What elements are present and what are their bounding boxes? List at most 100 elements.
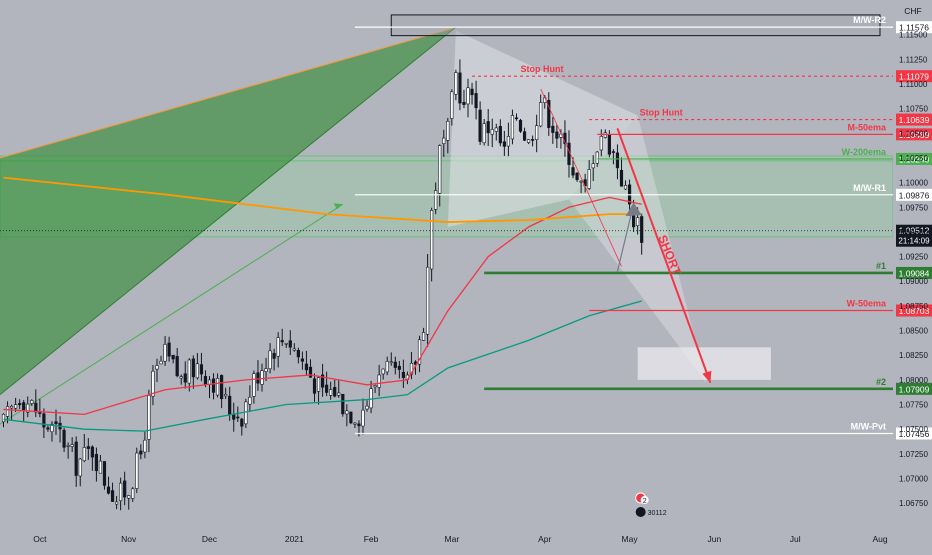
level-label-m-w-r1: M/W-R1 <box>853 183 886 193</box>
level-label-m-w-r2: M/W-R2 <box>853 15 886 25</box>
candle-body <box>611 151 616 153</box>
price-badge-text-m-w-r1: 1.09876 <box>899 190 930 200</box>
candle-body <box>325 384 329 393</box>
candle-body <box>345 410 349 415</box>
price-tick-label: 1.08250 <box>899 351 928 360</box>
candle-body <box>502 141 506 147</box>
candle-body <box>151 370 155 397</box>
price-badge-w-50ema <box>896 304 932 317</box>
candle-body <box>54 421 58 425</box>
candle-body <box>98 460 103 474</box>
price-badge-1 <box>896 266 932 279</box>
candle-body <box>316 377 321 392</box>
level-label-stop-hunt: Stop Hunt <box>640 108 683 118</box>
candle-body <box>478 109 482 142</box>
candle-body <box>575 172 579 180</box>
candle-body <box>296 349 300 358</box>
candle-body <box>50 423 54 433</box>
candle-body <box>86 446 90 449</box>
candle-body <box>276 337 280 357</box>
candle-body <box>264 368 268 372</box>
time-axis[interactable]: Oct Nov Dec 2021 Feb Mar Apr May Jun Jul Aug <box>33 534 888 544</box>
price-badge-m-w-r1 <box>896 188 932 201</box>
candle-body <box>526 139 531 143</box>
time-tick-label: Apr <box>538 534 551 544</box>
candle-body <box>329 389 333 396</box>
price-tick-label: 1.09250 <box>899 253 928 262</box>
bounce-arrow-head <box>625 202 642 217</box>
candle-body <box>155 365 159 370</box>
candle-body <box>300 358 304 362</box>
candle-body <box>539 102 543 127</box>
ema-line-w-200ema <box>3 176 642 223</box>
price-badge-text-stop-hunt: 1.10639 <box>899 115 930 125</box>
candle-body <box>603 132 607 138</box>
candle-body <box>78 458 82 477</box>
moving-average-lines <box>3 176 642 432</box>
level-label-stop-hunt: Stop Hunt <box>521 64 564 74</box>
candle-body <box>385 361 389 373</box>
level-label-w-200ema: W-200ema <box>842 147 887 157</box>
price-tick-label: 1.11250 <box>899 55 928 64</box>
horizontal-levels: M/W-R2 Stop Hunt Stop Hunt M-50ema W-200ema M… <box>354 15 893 435</box>
candle-body <box>119 482 123 502</box>
candle-body <box>236 416 240 419</box>
price-badge-2 <box>896 382 932 395</box>
price-tick-label: 1.07250 <box>899 450 928 459</box>
candle-body <box>135 452 139 489</box>
counter-value: 30112 <box>648 510 667 517</box>
time-tick-label: Feb <box>364 534 379 544</box>
price-badge-m-50ema <box>896 128 932 141</box>
level-label-m-w-pvt: M/W-Pvt <box>851 422 886 432</box>
price-axis[interactable]: 1.11576 1.11079 1.10639 1.10489 1.10240 1.098… <box>893 0 932 550</box>
candle-body <box>466 87 470 105</box>
candle-body <box>22 402 26 411</box>
candle-body <box>139 450 143 455</box>
candle-body <box>373 385 377 388</box>
candle-body <box>591 163 595 169</box>
trend-arrow-line <box>0 203 344 425</box>
price-badge-m-w-pvt <box>896 427 932 440</box>
candle-body <box>62 429 66 448</box>
price-tick-label: 1.07500 <box>899 425 928 434</box>
price-badge-text-w-50ema: 1.08703 <box>899 306 930 316</box>
candle-body <box>284 342 288 345</box>
candle-body <box>26 403 30 413</box>
candle-body <box>587 169 591 189</box>
candle-body <box>454 72 458 95</box>
candle-body <box>365 405 369 410</box>
candle-body <box>535 125 539 141</box>
candle-body <box>417 339 422 365</box>
candle-body <box>179 376 183 379</box>
candle-body <box>486 121 490 134</box>
price-tick-label: 1.10750 <box>899 105 928 114</box>
price-tick-label: 1.08000 <box>899 376 928 385</box>
candle-body <box>42 413 46 428</box>
candle-body <box>167 342 171 357</box>
time-tick-label: Aug <box>872 534 887 544</box>
candle-body <box>195 363 199 379</box>
candle-body <box>490 129 494 135</box>
price-badge-text-m-50ema: 1.10489 <box>899 130 930 140</box>
candle-body <box>474 93 478 109</box>
price-badge-text-m-w-pvt: 1.07456 <box>899 429 930 439</box>
candle-body <box>337 392 341 396</box>
candle-body <box>470 88 474 96</box>
candle-body <box>5 406 10 417</box>
candle-body <box>381 368 385 375</box>
candle-body <box>159 360 163 365</box>
candle-body <box>102 461 107 486</box>
price-badge-stop-hunt <box>896 70 932 83</box>
candle-body <box>256 372 260 384</box>
candle-body <box>187 359 191 384</box>
candle-body <box>66 445 70 447</box>
candle-body <box>110 490 115 502</box>
candle-body <box>518 119 523 132</box>
counter-icon <box>635 507 646 517</box>
candle-body <box>551 125 555 133</box>
level-label-1: #1 <box>876 261 886 271</box>
candle-body <box>191 358 195 378</box>
price-badge-text-stop-hunt: 1.11079 <box>899 72 929 82</box>
